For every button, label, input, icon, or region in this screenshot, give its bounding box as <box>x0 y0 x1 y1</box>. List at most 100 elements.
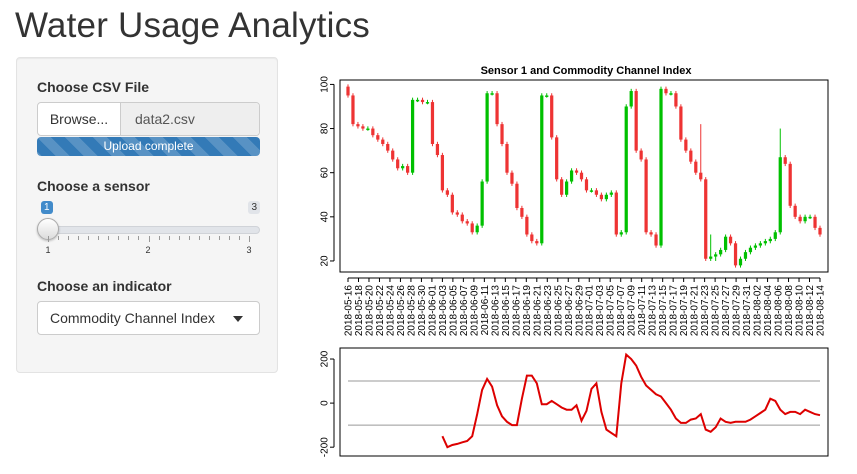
candle-body <box>376 135 380 140</box>
price-x-tick-label: 2018-07-31 <box>742 285 753 337</box>
price-x-tick-label: 2018-05-22 <box>375 285 386 337</box>
candle-body <box>440 155 445 191</box>
price-x-tick-label: 2018-07-03 <box>595 285 606 337</box>
sidebar-panel: Choose CSV File Browse... data2.csv Uplo… <box>16 57 278 373</box>
candle-body <box>714 254 718 257</box>
sensor-slider-label: Choose a sensor <box>37 178 150 194</box>
slider-current-value: 1 <box>41 201 53 214</box>
slider-tick <box>188 236 190 240</box>
slider-tick <box>58 236 60 240</box>
candle-body <box>569 170 574 182</box>
candle-body <box>589 190 594 192</box>
candle-body <box>420 99 425 103</box>
slider-tick <box>249 236 250 242</box>
browse-button[interactable]: Browse... <box>38 103 121 135</box>
price-x-tick-label: 2018-07-11 <box>637 285 648 336</box>
slider-tick <box>78 236 80 240</box>
candle-body <box>664 88 668 94</box>
indicator-select[interactable]: Commodity Channel Index <box>37 301 260 335</box>
sensor-slider[interactable]: 1 3 1 2 3 <box>37 198 260 268</box>
candle-body <box>356 124 360 127</box>
candle-body <box>768 238 772 242</box>
price-x-tick-label: 2018-08-08 <box>784 285 795 337</box>
price-x-tick-label: 2018-06-07 <box>459 285 470 337</box>
price-x-tick-label: 2018-06-11 <box>480 285 491 336</box>
price-y-tick-label: 60 <box>320 167 331 179</box>
candle-body <box>704 179 708 259</box>
slider-tick <box>118 236 120 240</box>
price-x-tick-label: 2018-07-05 <box>606 285 617 337</box>
candle-body <box>763 241 767 244</box>
slider-tick <box>178 236 180 240</box>
slider-tick <box>128 236 130 240</box>
candle-body <box>351 95 355 125</box>
price-y-tick-label: 80 <box>320 123 331 135</box>
candle-body <box>545 95 549 97</box>
candle-body <box>361 126 365 129</box>
candle-body <box>619 232 623 235</box>
candle-body <box>415 99 420 102</box>
price-x-tick-label: 2018-07-07 <box>616 285 627 337</box>
candle-body <box>753 245 758 248</box>
price-x-tick-label: 2018-05-16 <box>344 285 355 337</box>
cci-y-tick-label: 200 <box>320 350 331 367</box>
price-x-tick-label: 2018-06-19 <box>522 285 533 337</box>
candle-body <box>594 190 599 195</box>
price-x-tick-label: 2018-05-18 <box>354 285 365 337</box>
slider-grid <box>48 236 250 242</box>
candle-body <box>406 166 410 173</box>
candle-body <box>669 93 673 95</box>
candle-body <box>460 214 464 222</box>
price-x-tick-label: 2018-07-21 <box>690 285 701 337</box>
candle-body <box>689 150 693 162</box>
price-x-tick-label: 2018-06-29 <box>574 285 585 337</box>
price-x-tick-label: 2018-07-25 <box>711 285 722 337</box>
price-x-tick-label: 2018-08-14 <box>816 285 827 337</box>
price-x-tick-label: 2018-07-27 <box>721 285 732 337</box>
candle-body <box>495 93 499 125</box>
indicator-chart-frame <box>339 347 829 457</box>
candle-body <box>738 258 743 266</box>
price-x-tick-label: 2018-06-21 <box>532 285 543 337</box>
candle-body <box>793 205 797 217</box>
slider-tick <box>168 236 170 240</box>
chevron-down-icon <box>233 316 243 322</box>
candle-body <box>366 128 370 131</box>
slider-tick <box>158 236 160 240</box>
price-x-tick-label: 2018-07-09 <box>627 285 638 337</box>
price-x-tick-label: 2018-06-05 <box>448 285 459 337</box>
candle-body <box>455 212 459 215</box>
cci-series-line <box>441 352 821 449</box>
price-x-tick-label: 2018-08-10 <box>795 285 806 337</box>
candle-body <box>555 137 559 180</box>
slider-tick-label: 1 <box>45 245 51 255</box>
candle-body <box>381 139 385 144</box>
price-x-tick-label: 2018-08-04 <box>763 285 774 337</box>
candle-body <box>490 93 494 95</box>
price-x-tick-label: 2018-05-20 <box>364 285 375 337</box>
candle-body <box>410 99 415 173</box>
candle-body <box>679 106 683 140</box>
price-x-tick-label: 2018-06-23 <box>543 285 554 337</box>
price-x-tick-label: 2018-05-26 <box>396 285 407 337</box>
candle-body <box>599 194 604 200</box>
candle-body <box>485 93 489 182</box>
indicator-selected-value: Commodity Channel Index <box>50 310 215 326</box>
candle-body <box>450 194 454 213</box>
candle-body <box>723 236 728 250</box>
price-chart-title: Sensor 1 and Commodity Channel Index <box>481 65 693 77</box>
candle-body <box>505 144 509 173</box>
slider-tick-label: 3 <box>246 245 252 255</box>
candle-body <box>540 95 544 244</box>
candle-body <box>530 234 534 242</box>
candle-body <box>778 157 782 233</box>
cci-y-tick-label: -200 <box>320 437 331 457</box>
candle-body <box>510 172 514 184</box>
slider-tick <box>68 236 70 240</box>
candle-body <box>480 181 484 226</box>
candle-body <box>743 252 748 259</box>
candle-body <box>574 170 579 173</box>
price-x-tick-label: 2018-06-01 <box>427 285 438 337</box>
price-x-tick-label: 2018-08-06 <box>774 285 785 337</box>
